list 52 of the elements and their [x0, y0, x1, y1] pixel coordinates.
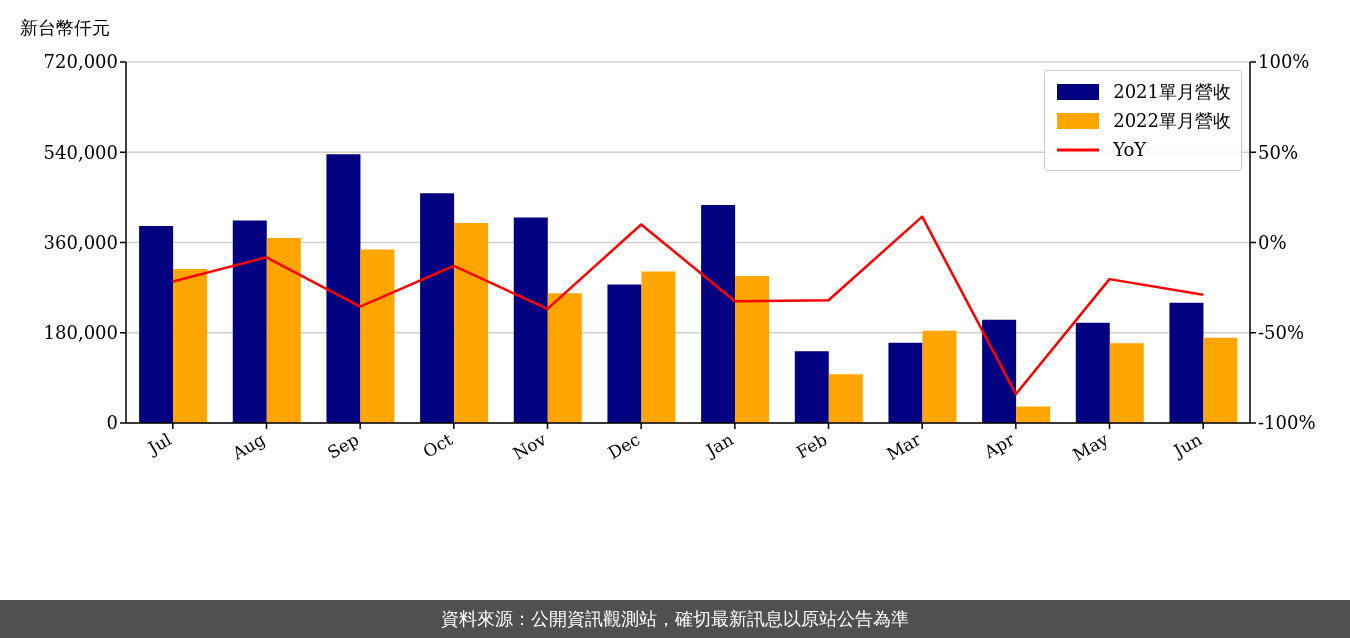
x-tick-label: Aug	[228, 429, 269, 465]
bar	[547, 293, 582, 423]
y2-tick-label: -100%	[1258, 412, 1316, 434]
x-tick-label: Jan	[700, 429, 737, 462]
x-tick-label: Feb	[792, 429, 831, 463]
bar	[641, 271, 676, 423]
source-note: 資料來源：公開資訊觀測站，確切最新訊息以原站公告為準	[0, 600, 1350, 638]
legend-label: 2021單月營收	[1113, 79, 1231, 104]
x-tick-label: Mar	[883, 428, 925, 465]
y-axis-title: 新台幣仟元	[19, 16, 111, 40]
bar	[326, 154, 361, 423]
x-tick-label: Oct	[419, 429, 456, 462]
x-tick-label: Nov	[509, 428, 550, 464]
y2-tick-label: 0%	[1258, 231, 1287, 253]
bar	[266, 237, 301, 423]
bar	[1016, 406, 1051, 423]
x-tick-label: Dec	[604, 429, 644, 464]
bar	[360, 249, 395, 423]
bar	[1203, 337, 1238, 423]
bar	[1169, 302, 1204, 423]
bar	[139, 225, 174, 423]
line-series	[171, 215, 1205, 396]
bar	[173, 269, 208, 423]
y2-tick-label: 50%	[1258, 141, 1299, 163]
x-tick-label: Jul	[143, 429, 175, 460]
y-tick-label: 360,000	[43, 231, 118, 253]
y-tick-label: 720,000	[43, 51, 118, 73]
x-tick-label: Apr	[979, 428, 1019, 463]
x-tick-label: Sep	[323, 429, 363, 463]
bar	[420, 193, 455, 423]
bar	[454, 222, 489, 423]
bar	[922, 330, 957, 423]
bar	[513, 217, 548, 423]
legend-label: 2022單月營收	[1113, 108, 1231, 133]
y-tick-label: 180,000	[43, 322, 118, 344]
bar	[794, 351, 829, 423]
bar	[1109, 343, 1144, 423]
bar	[888, 342, 923, 423]
y2-tick-label: 100%	[1258, 51, 1310, 73]
bar	[828, 374, 863, 423]
y2-tick-label: -50%	[1258, 322, 1305, 344]
bar	[701, 204, 736, 423]
bar	[607, 284, 642, 423]
y-tick-label: 540,000	[43, 141, 118, 163]
y-tick-label: 0	[106, 412, 118, 434]
bar	[1075, 322, 1110, 423]
x-tick-label: May	[1069, 428, 1112, 466]
x-tick-label: Jun	[1168, 429, 1206, 462]
legend-label: YoY	[1113, 139, 1147, 160]
bar	[982, 319, 1017, 423]
bar	[735, 276, 770, 423]
bar	[232, 220, 267, 423]
